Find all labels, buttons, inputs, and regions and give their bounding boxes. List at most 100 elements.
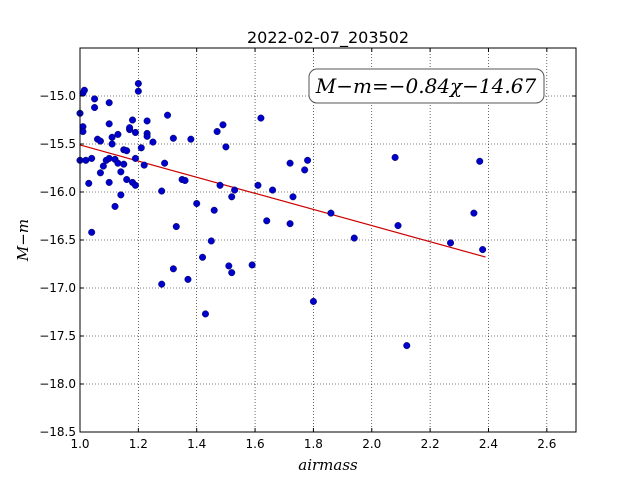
y-axis-label: M−m (14, 219, 32, 262)
data-point (164, 111, 172, 119)
data-point (286, 220, 294, 228)
data-point (394, 222, 402, 230)
data-point (228, 269, 236, 277)
data-point (126, 124, 134, 132)
data-point (131, 128, 139, 136)
data-point (91, 95, 99, 103)
y-tick-label: −15.0 (39, 89, 76, 103)
data-point (134, 80, 142, 88)
data-point (143, 132, 151, 140)
data-point (120, 160, 128, 168)
data-point (105, 99, 113, 107)
data-point (289, 193, 297, 201)
y-tick-label: −16.5 (39, 233, 76, 247)
data-point (88, 228, 96, 236)
data-point (105, 178, 113, 186)
data-point (476, 157, 484, 165)
data-point (117, 191, 125, 199)
data-point (231, 186, 239, 194)
data-point (96, 137, 104, 145)
data-point (123, 147, 131, 155)
data-point (350, 234, 358, 242)
data-point (158, 280, 166, 288)
data-point (85, 179, 93, 187)
x-tick-label: 1.6 (246, 437, 265, 451)
data-point (143, 117, 151, 125)
data-point (134, 87, 142, 95)
data-point (117, 168, 125, 176)
data-point (123, 176, 131, 184)
data-point (161, 159, 169, 167)
x-tick-label: 2.6 (537, 437, 556, 451)
y-tick-label: −18.5 (39, 425, 76, 439)
data-point (184, 275, 192, 283)
x-tick-label: 1.8 (304, 437, 323, 451)
data-point (158, 187, 166, 195)
x-axis-label: airmass (298, 456, 358, 474)
data-point (105, 154, 113, 162)
data-point (80, 86, 88, 94)
y-tick-label: −17.5 (39, 329, 76, 343)
data-point (248, 261, 256, 269)
data-point (108, 140, 116, 148)
data-point (140, 161, 148, 169)
y-tick-label: −17.0 (39, 281, 76, 295)
x-tick-label: 1.4 (187, 437, 206, 451)
data-point (207, 237, 215, 245)
data-point (327, 209, 335, 217)
data-point (219, 121, 227, 129)
data-point (187, 135, 195, 143)
annotation-box (308, 68, 545, 104)
y-tick-label: −16.0 (39, 185, 76, 199)
data-point (199, 253, 207, 261)
fit-equation-annotation: M−m=−0.84χ−14.67 (308, 68, 545, 104)
data-point (286, 159, 294, 167)
data-point (114, 159, 122, 167)
data-point (201, 310, 209, 318)
data-point (99, 162, 107, 170)
fit-line-group (79, 144, 486, 258)
annotation-text: M−m=−0.84χ−14.67 (315, 74, 537, 98)
data-point (309, 297, 317, 305)
y-tick-label: −18.0 (39, 377, 76, 391)
data-point (269, 186, 277, 194)
data-point (391, 153, 399, 161)
data-point (213, 128, 221, 136)
data-point (131, 181, 139, 189)
fit-line (79, 144, 486, 258)
data-point (172, 223, 180, 231)
x-tick-label: 2.4 (479, 437, 498, 451)
data-point (193, 200, 201, 208)
data-point (88, 154, 96, 162)
x-tick-label: 1.2 (129, 437, 148, 451)
x-tick-label: 1.0 (70, 437, 89, 451)
data-points (76, 80, 487, 350)
data-point (228, 193, 236, 201)
data-point (304, 156, 312, 164)
data-point (149, 138, 157, 146)
data-point (129, 116, 137, 124)
data-point (137, 144, 145, 152)
data-point (447, 239, 455, 247)
data-point (96, 169, 104, 177)
data-point (470, 209, 478, 217)
data-point (131, 154, 139, 162)
x-tick-label: 2.2 (421, 437, 440, 451)
data-point (105, 120, 113, 128)
data-point (257, 114, 265, 122)
data-point (114, 130, 122, 138)
data-point (91, 104, 99, 112)
data-point (79, 128, 87, 136)
x-tick-label: 2.0 (362, 437, 381, 451)
data-point (108, 133, 116, 141)
x-axis-ticks: 1.0 1.2 1.4 1.6 1.8 2.0 2.2 2.4 2.6 (70, 48, 556, 451)
data-point (225, 262, 233, 270)
chart-title: 2022-02-07_203502 (247, 28, 409, 48)
data-point (216, 181, 224, 189)
data-point (111, 202, 119, 210)
data-point (169, 265, 177, 273)
data-point (210, 206, 218, 214)
data-point (301, 166, 309, 174)
y-tick-label: −15.5 (39, 137, 76, 151)
